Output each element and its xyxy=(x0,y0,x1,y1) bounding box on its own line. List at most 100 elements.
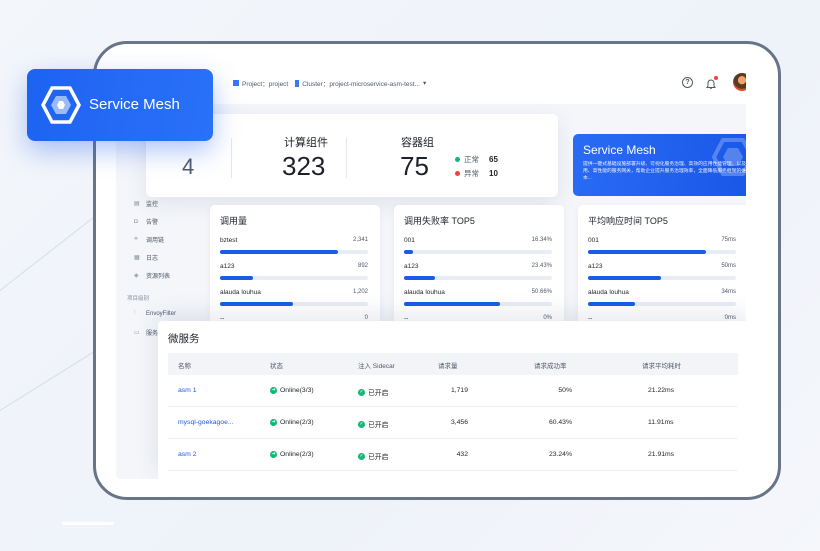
service-mesh-badge: Service Mesh xyxy=(27,69,213,141)
normal-legend: 正常 65 xyxy=(455,154,498,165)
abnormal-dot xyxy=(455,171,460,176)
containers-value: 75 xyxy=(400,151,429,181)
latency-cell: 21.22ms xyxy=(648,387,675,394)
progress-fill xyxy=(220,250,339,254)
progress-track xyxy=(404,302,552,306)
sidebar-item-alarm[interactable]: ◘ 告警 xyxy=(134,218,159,227)
top-bar: Project：project Cluster：project-microser… xyxy=(116,64,746,104)
stat-first-value: 4 xyxy=(182,154,195,179)
check-icon: ✓ xyxy=(358,388,365,396)
progress-track xyxy=(404,250,552,254)
abnormal-legend: 异常 10 xyxy=(455,168,498,179)
requests-cell: 3,456 xyxy=(450,419,468,426)
metric-value: 50.66% xyxy=(531,289,552,295)
progress-track xyxy=(588,250,736,254)
status-cell: ➜ Online(2/3) xyxy=(270,419,314,426)
progress-track xyxy=(220,250,368,254)
filter-icon: ⫶ xyxy=(134,310,136,316)
alarm-icon: ◘ xyxy=(134,218,138,225)
microservices-title: 微服务 xyxy=(168,333,200,345)
card-title: 调用量 xyxy=(220,216,248,226)
progress-track xyxy=(588,302,736,306)
sidecar-cell: ✓ 已开启 xyxy=(358,452,389,461)
service-name-link[interactable]: asm 2 xyxy=(178,451,197,458)
progress-fill xyxy=(404,276,436,280)
badge-label: Service Mesh xyxy=(89,96,180,113)
metric-value: 34ms xyxy=(721,289,736,295)
sidebar-item-monitor[interactable]: ▤ 监控 xyxy=(134,201,159,208)
requests-cell: 432 xyxy=(456,451,468,458)
metric-label: -- xyxy=(588,315,593,322)
sidebar-item-trace[interactable]: ⟡ 调用链 xyxy=(134,236,165,244)
avatar[interactable] xyxy=(733,73,746,91)
status-arrow-icon: ➜ xyxy=(270,451,277,458)
metric-value: 50ms xyxy=(721,263,736,269)
table-row[interactable]: mysql-goekagoe... ➜ Online(2/3) ✓ 已开启 3,456 60… xyxy=(168,407,738,439)
metric-label: alauda louhua xyxy=(220,289,261,296)
column-header[interactable]: 注入 Sidecar xyxy=(358,363,395,370)
metric-label: 001 xyxy=(588,237,599,244)
sidebar-item-envoyfilter[interactable]: ⫶ EnvoyFilter xyxy=(134,310,177,317)
metric-label: a123 xyxy=(220,263,235,270)
metric-label: alauda louhua xyxy=(404,289,445,296)
check-icon: ✓ xyxy=(358,420,365,428)
cluster-icon xyxy=(295,79,300,87)
chevron-down-icon[interactable]: ▾ xyxy=(423,80,427,87)
table-header: 名称 状态 注入 Sidecar 请求量 请求成功率 请求平均耗时 xyxy=(168,353,738,375)
project-icon xyxy=(233,80,239,86)
progress-fill xyxy=(404,250,413,254)
service-name-link[interactable]: asm 1 xyxy=(178,387,197,394)
trace-icon: ⟡ xyxy=(134,236,138,242)
breadcrumb[interactable]: Project：project Cluster：project-microser… xyxy=(233,78,426,88)
divider xyxy=(231,138,232,178)
containers-title: 容器组 xyxy=(401,137,434,149)
cluster-label[interactable]: Cluster：project-microservice-asm-test... xyxy=(302,81,420,88)
table-row[interactable]: asm 3➜Online(1/1)✓已开启45143.34%4.91ms xyxy=(168,471,738,479)
components-value: 323 xyxy=(282,151,326,181)
table-row[interactable]: asm 2 ➜ Online(2/3) ✓ 已开启 432 23.24% 21.91ms xyxy=(168,439,738,471)
progress-fill xyxy=(220,276,253,280)
column-header[interactable]: 请求成功率 xyxy=(534,363,567,370)
stats-card: 4 计算组件 323 容器组 75 正常 65 异常 10 xyxy=(146,114,558,197)
metric-value: 2,341 xyxy=(352,237,368,243)
metric-value: 1,202 xyxy=(352,289,368,295)
metric-label: a123 xyxy=(404,263,419,270)
metric-label: -- xyxy=(220,315,225,322)
column-header[interactable]: 状态 xyxy=(270,363,283,370)
metric-value: 0 xyxy=(364,315,368,321)
status-arrow-icon: ➜ xyxy=(270,387,277,394)
progress-fill xyxy=(588,276,661,280)
card-title: 平均响应时间 TOP5 xyxy=(588,216,668,226)
normal-dot xyxy=(455,157,460,162)
banner-description: 提供一键式基础设施部署升级、可视化服务治理、高效的应用性能管理，以及高可用、高性… xyxy=(583,162,746,181)
divider xyxy=(346,138,347,178)
success-rate-cell: 23.24% xyxy=(548,451,572,458)
table-row[interactable]: asm 1 ➜ Online(3/3) ✓ 已开启 1,719 50% 21.22ms xyxy=(168,375,738,407)
requests-cell: 1,719 xyxy=(450,387,468,394)
bell-icon[interactable] xyxy=(706,76,718,89)
help-icon[interactable]: ? xyxy=(682,77,693,88)
background-dash xyxy=(62,522,114,525)
progress-fill xyxy=(588,250,707,254)
progress-fill xyxy=(588,302,636,306)
banner-title: Service Mesh xyxy=(583,143,656,157)
sidebar-item-log[interactable]: ▦ 日志 xyxy=(134,255,159,262)
sidecar-cell: ✓ 已开启 xyxy=(358,388,389,397)
success-rate-cell: 50% xyxy=(558,387,572,394)
card-title: 调用失败率 TOP5 xyxy=(404,216,475,226)
service-name-link[interactable]: mysql-goekagoe... xyxy=(178,419,234,426)
metric-label: 001 xyxy=(404,237,415,244)
sidebar-item-resource[interactable]: ◈ 资源列表 xyxy=(134,273,171,280)
status-arrow-icon: ➜ xyxy=(270,419,277,426)
column-header[interactable]: 请求平均耗时 xyxy=(642,363,681,370)
metric-value: 892 xyxy=(357,263,368,269)
metric-value: 23.43% xyxy=(531,263,552,269)
column-header[interactable]: 名称 xyxy=(178,363,191,370)
gateway-icon: ▭ xyxy=(134,330,140,336)
check-icon: ✓ xyxy=(358,452,365,460)
column-header[interactable]: 请求量 xyxy=(438,363,458,370)
monitor-icon: ▤ xyxy=(134,201,140,207)
microservices-panel: 微服务 名称 状态 注入 Sidecar 请求量 请求成功率 请求平均耗时 as… xyxy=(158,321,746,479)
service-mesh-banner[interactable]: Service Mesh 提供一键式基础设施部署升级、可视化服务治理、高效的应用… xyxy=(573,134,746,196)
project-label[interactable]: Project：project xyxy=(242,81,289,88)
